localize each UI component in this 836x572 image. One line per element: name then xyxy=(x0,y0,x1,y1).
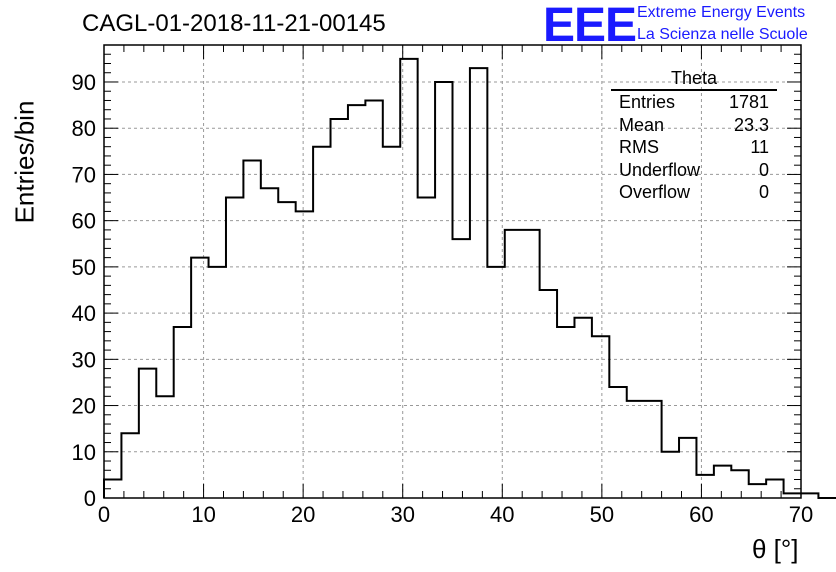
y-axis-label-box: Entries/bin xyxy=(8,101,42,224)
histogram-bin xyxy=(383,147,400,498)
stats-row-mean: Mean 23.3 xyxy=(611,114,777,137)
stats-value: 23.3 xyxy=(733,114,769,135)
plot-frame xyxy=(103,44,802,499)
y-tick-label: 20 xyxy=(72,394,96,419)
histogram-bin xyxy=(209,267,226,498)
stats-value: 0 xyxy=(758,182,769,202)
x-tick-label: 60 xyxy=(689,502,713,527)
histogram-bin xyxy=(662,452,679,498)
stats-label: Mean xyxy=(619,114,665,135)
stats-row-underflow: Underflow 0 xyxy=(611,159,777,182)
histogram-bin xyxy=(243,161,260,498)
histogram-bars xyxy=(103,57,836,499)
chart-title: CAGL-01-2018-11-21-00145 xyxy=(82,10,386,37)
histogram-bin xyxy=(296,211,313,498)
y-tick-label: 50 xyxy=(72,255,96,280)
histogram-bin xyxy=(470,68,487,498)
histogram-bin xyxy=(592,336,609,498)
y-tick-label: 80 xyxy=(72,116,96,141)
histogram-bin xyxy=(278,202,295,498)
histogram-bin xyxy=(139,369,156,498)
histogram-bin xyxy=(156,396,173,498)
histogram-bin xyxy=(609,387,626,498)
histogram-bin xyxy=(226,198,243,498)
histogram-bin xyxy=(313,147,330,498)
logo-tagline-1: Extreme Energy Events xyxy=(637,4,806,21)
histogram-bin xyxy=(191,258,208,498)
axes: 0 10 20 30 40 50 60 70 0 10 20 30 40 50 60 70 80 90 xyxy=(72,44,813,527)
stats-label: RMS xyxy=(619,137,659,157)
x-tick-label: 20 xyxy=(291,502,315,527)
histogram-outline xyxy=(103,57,836,499)
stats-row-rms: RMS 11 xyxy=(611,136,777,159)
x-tick-label: 50 xyxy=(590,502,614,527)
x-tick-label: 70 xyxy=(789,502,813,527)
histogram-bin xyxy=(749,484,766,498)
stats-label: Overflow xyxy=(619,182,691,202)
y-tick-label: 40 xyxy=(72,301,96,326)
stats-label: Entries xyxy=(619,92,676,112)
stats-value: 0 xyxy=(758,159,769,180)
histogram-bin xyxy=(644,401,661,498)
histogram-bin xyxy=(714,466,731,498)
histogram-bin xyxy=(522,230,539,498)
histogram-bin xyxy=(731,470,748,498)
eee-logo: EEE xyxy=(543,0,637,52)
histogram-bin xyxy=(453,239,470,498)
histogram-bin xyxy=(331,119,348,498)
y-tick-label: 0 xyxy=(84,486,96,511)
histogram-bin xyxy=(505,230,522,498)
y-tick-label: 30 xyxy=(72,347,96,372)
stats-row-overflow: Overflow 0 xyxy=(611,181,777,204)
stats-box: Theta Entries 1781 Mean 23.3 RMS 11 Unde… xyxy=(611,68,777,204)
x-axis-label: θ [°] xyxy=(752,534,799,564)
histogram-bin xyxy=(348,105,365,498)
y-tick-label: 70 xyxy=(72,162,96,187)
logo-tagline-2: La Scienza nelle Scuole xyxy=(637,26,808,43)
histogram-bin xyxy=(679,438,696,498)
histogram-bin xyxy=(435,82,452,498)
y-tick-label: 60 xyxy=(72,209,96,234)
x-tick-label: 10 xyxy=(191,502,215,527)
histogram-bin xyxy=(627,401,644,498)
histogram-bin xyxy=(418,198,435,498)
histogram-bin xyxy=(557,327,574,498)
stats-row-entries: Entries 1781 xyxy=(611,91,777,114)
histogram-bin xyxy=(261,188,278,498)
y-tick-label: 10 xyxy=(72,440,96,465)
stats-value: 11 xyxy=(750,137,769,157)
x-tick-label: 0 xyxy=(98,502,110,527)
y-axis-label: Entries/bin xyxy=(9,100,40,224)
histogram-bin xyxy=(574,318,591,498)
x-tick-label: 40 xyxy=(490,502,514,527)
histogram-bin xyxy=(121,433,138,498)
stats-label: Underflow xyxy=(619,159,701,180)
stats-value: 1781 xyxy=(728,92,769,112)
histogram-bin xyxy=(696,475,713,498)
histogram-bin xyxy=(365,100,382,498)
histogram-bin xyxy=(540,290,557,498)
y-tick-label: 90 xyxy=(72,70,96,95)
stats-title: Theta xyxy=(611,68,777,91)
x-tick-label: 30 xyxy=(390,502,414,527)
histogram-bin xyxy=(174,327,191,498)
